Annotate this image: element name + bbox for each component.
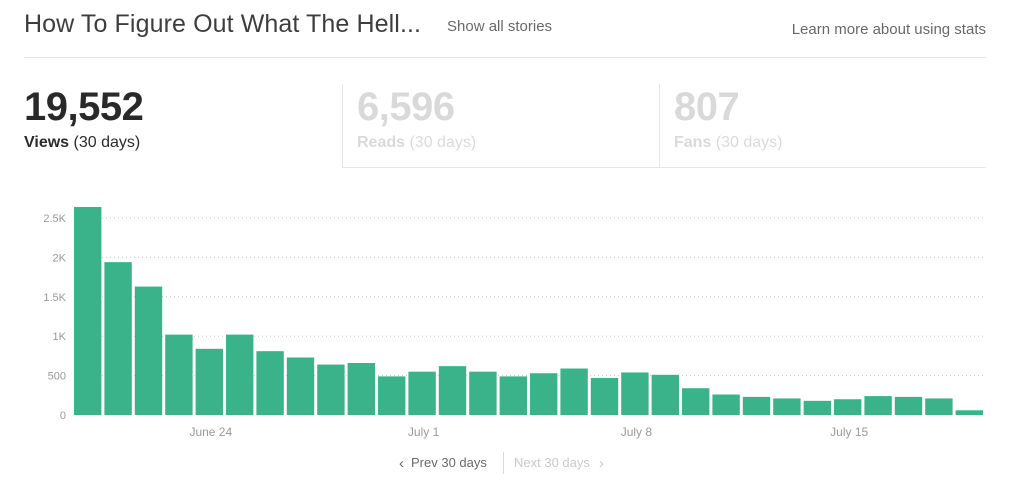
chart-bar[interactable] — [408, 371, 436, 415]
y-tick-label: 1K — [53, 331, 67, 343]
next-30-days-button: Next 30 days › — [514, 455, 604, 472]
x-tick-label: July 8 — [621, 425, 653, 439]
story-title: How To Figure Out What The Hell... — [24, 10, 422, 38]
chart-bar[interactable] — [560, 368, 588, 415]
y-tick-label: 1.5K — [43, 292, 66, 304]
reads-period: (30 days) — [405, 134, 477, 151]
fans-label: Fans (30 days) — [674, 134, 782, 152]
fans-label-text: Fans — [674, 134, 712, 151]
views-period: (30 days) — [69, 134, 141, 151]
chart-bar[interactable] — [286, 357, 315, 415]
chevron-right-icon: › — [598, 455, 604, 472]
pager-divider — [503, 452, 504, 474]
reads-label-text: Reads — [357, 134, 406, 151]
pager: ‹ Prev 30 days Next 30 days › — [0, 452, 1024, 474]
chart-bar[interactable] — [621, 372, 649, 415]
views-chart: 0 500 1K 1.5K 2K 2.5K June 24 July 1 July 8 July … — [0, 190, 1024, 440]
chart-bar[interactable] — [378, 376, 406, 415]
show-all-stories-link[interactable]: Show all stories — [447, 18, 553, 35]
chart-bar[interactable] — [104, 262, 132, 415]
stat-fans-tab[interactable]: 807 Fans (30 days) — [659, 84, 986, 168]
stat-views-tab[interactable]: 19,552 Views (30 days) — [24, 84, 342, 168]
chart-bar[interactable] — [712, 394, 740, 415]
chart-bar[interactable] — [256, 351, 284, 415]
prev-30-days-button[interactable]: ‹ Prev 30 days — [399, 455, 487, 472]
chart-bar[interactable] — [864, 396, 892, 415]
chart-bar[interactable] — [499, 376, 527, 415]
chart-bar[interactable] — [834, 399, 862, 415]
prev-label: Prev 30 days — [411, 455, 487, 470]
learn-more-link[interactable]: Learn more about using stats — [791, 21, 986, 38]
chart-bar[interactable] — [134, 286, 163, 415]
chart-bar[interactable] — [530, 373, 558, 415]
chart-bar[interactable] — [651, 374, 679, 415]
chart-bar[interactable] — [682, 388, 710, 415]
chart-bar[interactable] — [925, 398, 953, 415]
y-tick-label: 2K — [53, 252, 67, 264]
fans-count: 807 — [674, 85, 740, 129]
next-label: Next 30 days — [514, 455, 590, 470]
header: How To Figure Out What The Hell... Show … — [24, 0, 986, 58]
views-label: Views (30 days) — [24, 134, 140, 152]
chart-bar[interactable] — [894, 396, 923, 415]
views-count: 19,552 — [24, 85, 144, 129]
chevron-left-icon: ‹ — [399, 455, 404, 472]
y-tick-label: 500 — [48, 371, 66, 383]
reads-count: 6,596 — [357, 85, 455, 129]
chart-bar[interactable] — [226, 334, 254, 415]
y-tick-label: 0 — [60, 410, 66, 422]
chart-bar[interactable] — [773, 398, 801, 415]
chart-bar[interactable] — [590, 377, 619, 415]
stat-reads-tab[interactable]: 6,596 Reads (30 days) — [342, 84, 660, 168]
chart-bar[interactable] — [955, 410, 983, 415]
fans-period: (30 days) — [711, 134, 783, 151]
chart-bar[interactable] — [165, 334, 193, 415]
x-tick-label: June 24 — [189, 425, 232, 439]
x-tick-label: July 15 — [830, 425, 868, 439]
reads-label: Reads (30 days) — [357, 134, 476, 152]
chart-bar[interactable] — [195, 348, 223, 415]
views-label-text: Views — [24, 134, 70, 151]
chart-bar[interactable] — [74, 206, 102, 415]
y-tick-label: 2.5K — [43, 213, 66, 225]
chart-bar[interactable] — [469, 371, 497, 415]
chart-bar[interactable] — [803, 400, 831, 415]
views-bar-chart: 0 500 1K 1.5K 2K 2.5K June 24 July 1 July 8 July … — [43, 206, 986, 439]
chart-bar[interactable] — [317, 364, 345, 415]
chart-bar[interactable] — [438, 366, 467, 415]
chart-bar[interactable] — [742, 396, 771, 415]
x-tick-label: July 1 — [408, 425, 440, 439]
chart-bar[interactable] — [347, 362, 375, 415]
